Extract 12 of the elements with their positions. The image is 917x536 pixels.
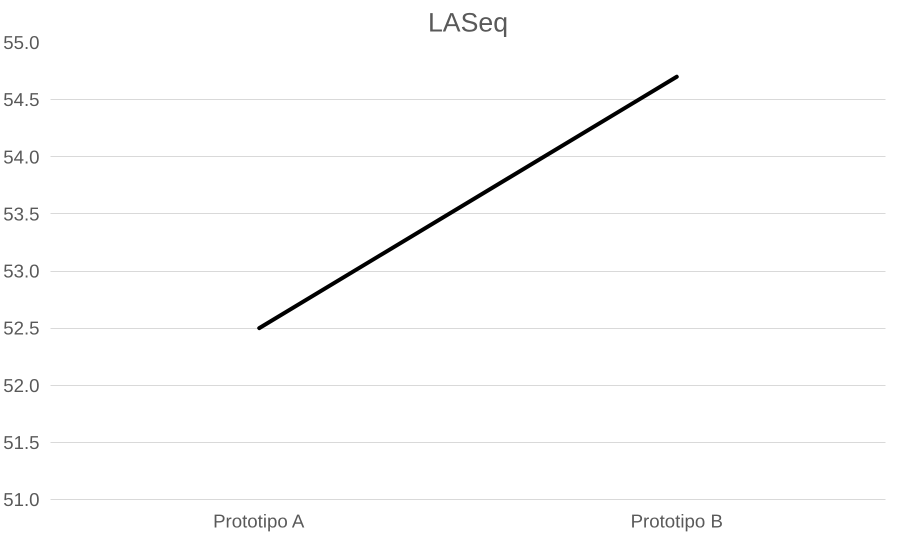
y-tick-label: 53.5 — [3, 203, 40, 224]
x-tick-label: Prototipo A — [213, 510, 305, 532]
y-tick-label: 52.0 — [3, 374, 40, 396]
y-tick-label: 53.0 — [3, 260, 40, 282]
x-tick-label: Prototipo B — [630, 510, 723, 532]
y-tick-label: 51.0 — [3, 489, 40, 510]
chart-title: LASeq — [428, 8, 508, 38]
y-tick-label: 54.0 — [3, 146, 40, 168]
y-tick-label: 51.5 — [3, 432, 40, 453]
y-tick-label: 54.5 — [3, 89, 40, 110]
y-tick-label: 55.0 — [3, 32, 40, 53]
y-tick-label: 52.5 — [3, 318, 40, 339]
